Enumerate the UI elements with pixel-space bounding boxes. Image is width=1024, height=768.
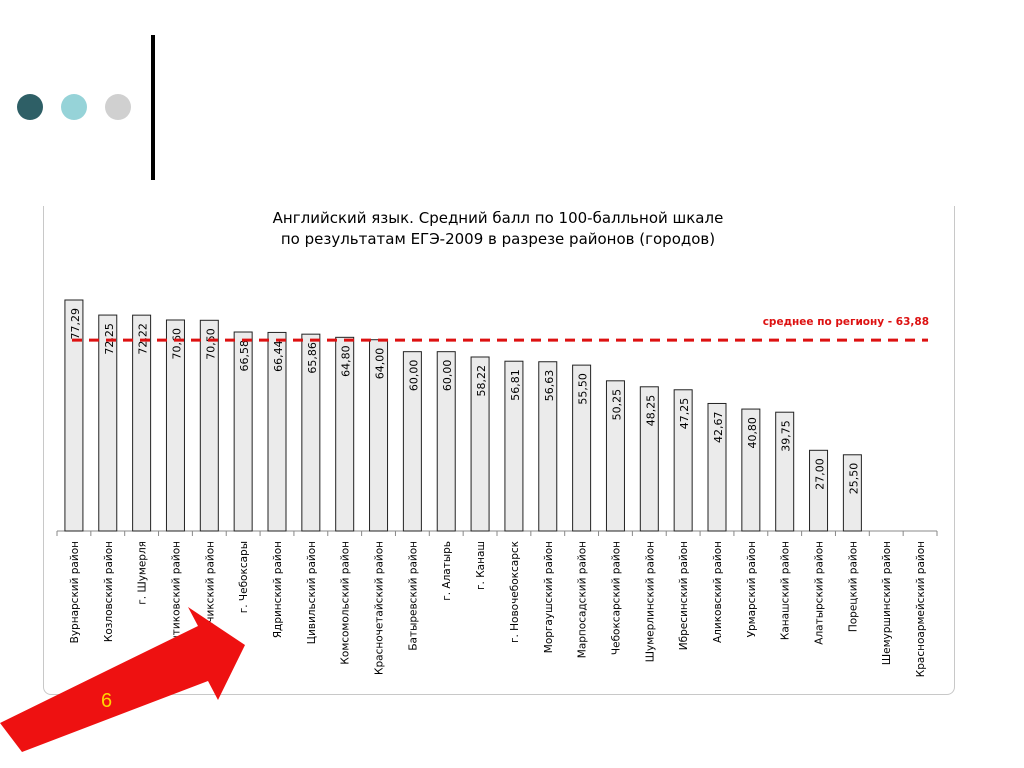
average-label: среднее по региону - 63,88 — [763, 316, 929, 328]
category-label: Чебоксарский район — [610, 541, 622, 655]
data-label: 56,63 — [543, 370, 556, 402]
data-label: 66,44 — [272, 340, 285, 372]
data-label: 25,50 — [847, 463, 860, 495]
bar — [538, 361, 558, 532]
category-label: Батыревский район — [407, 541, 419, 651]
category-label: Вурнарский район — [69, 541, 81, 643]
category-label: Шемуршинский район — [881, 541, 893, 665]
red-arrow-icon — [0, 607, 245, 752]
category-label: г. Шумерля — [137, 541, 149, 605]
bar — [301, 333, 321, 532]
category-label: г. Новочебоксарск — [509, 541, 521, 643]
chart-title-line-1: Английский язык. Средний балл по 100-бал… — [272, 209, 724, 227]
category-label: Урмарский район — [746, 541, 758, 637]
data-label: 55,50 — [577, 373, 590, 405]
slide-dot-teal — [61, 94, 87, 120]
data-label: 70,60 — [170, 328, 183, 360]
bar — [572, 364, 592, 532]
data-label: 65,86 — [306, 342, 319, 374]
data-label: 66,58 — [238, 340, 251, 372]
bar — [741, 408, 761, 532]
chart-title: Английский язык. Средний балл по 100-бал… — [43, 208, 953, 250]
category-label: Ибресинский район — [678, 541, 690, 650]
data-label: 64,80 — [340, 345, 353, 377]
bar — [639, 386, 659, 532]
bar — [233, 331, 253, 532]
bar — [470, 356, 490, 532]
category-label: Козловский район — [103, 541, 115, 642]
bar — [132, 314, 152, 532]
bar — [707, 402, 727, 532]
category-label: Моргаушский район — [543, 541, 555, 653]
category-label: Янтиковский район — [170, 541, 182, 649]
bar — [842, 454, 862, 532]
category-label: г. Канаш — [475, 541, 487, 590]
category-label: Красноармейский район — [915, 541, 927, 677]
category-label: Яльчикский район — [204, 541, 216, 643]
data-label: 27,00 — [814, 458, 827, 490]
data-label: 47,25 — [678, 398, 691, 430]
bar — [335, 336, 355, 532]
bar — [809, 449, 829, 532]
bar — [605, 380, 625, 532]
bar — [504, 360, 524, 532]
data-label: 39,75 — [780, 420, 793, 452]
category-label: Марпосадский район — [577, 541, 589, 658]
data-label: 77,29 — [69, 308, 82, 340]
slide-dot-dark — [17, 94, 43, 120]
bar — [402, 351, 422, 532]
data-label: 56,81 — [509, 369, 522, 401]
category-label: Ядринский район — [272, 541, 284, 638]
bar — [98, 314, 118, 532]
data-label: 70,50 — [204, 328, 217, 360]
category-label: г. Чебоксары — [238, 541, 250, 613]
category-label: Аликовский район — [712, 541, 724, 643]
bar — [775, 411, 795, 532]
category-label: Цивильский район — [306, 541, 318, 644]
category-label: Комсомольский район — [340, 541, 352, 665]
data-label: 50,25 — [610, 389, 623, 421]
chart-title-line-2: по результатам ЕГЭ-2009 в разрезе районо… — [280, 230, 716, 248]
category-label: Алатырский район — [814, 541, 826, 645]
chart-frame — [43, 206, 955, 695]
data-label: 40,80 — [746, 417, 759, 449]
data-label: 60,00 — [407, 360, 420, 392]
slide-dot-gray — [105, 94, 131, 120]
data-label: 48,25 — [644, 395, 657, 427]
bar — [673, 389, 693, 532]
slide-divider — [151, 35, 155, 180]
category-label: Канашский район — [780, 541, 792, 640]
bar — [267, 331, 287, 532]
category-label: г. Алатырь — [441, 541, 453, 601]
bar — [165, 319, 185, 532]
bar — [64, 299, 84, 532]
category-label: Порецкий район — [847, 541, 859, 632]
data-label: 60,00 — [441, 360, 454, 392]
data-label: 64,00 — [374, 348, 387, 380]
bar — [436, 351, 456, 532]
category-label: Красночетайский район — [374, 541, 386, 675]
category-label: Шумерлинский район — [644, 541, 656, 662]
slide-number: 6 — [101, 690, 113, 712]
data-label: 58,22 — [475, 365, 488, 397]
data-label: 42,67 — [712, 411, 725, 443]
bar — [199, 319, 219, 532]
